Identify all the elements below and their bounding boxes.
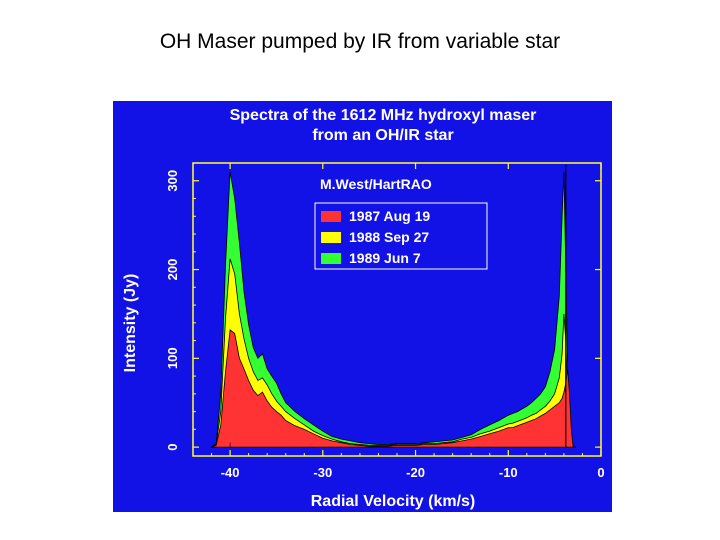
legend-swatch-1987 (321, 211, 341, 222)
legend-swatch-1988 (321, 232, 341, 243)
series-area-1987-aug-19 (210, 329, 577, 448)
chart-credit: M.West/HartRAO (320, 176, 432, 192)
x-tick-label: -40 (221, 465, 240, 480)
legend-label-1988: 1988 Sep 27 (349, 229, 429, 245)
x-tick-label: -30 (313, 465, 332, 480)
y-tick-label: 200 (165, 259, 180, 281)
legend-label-1987: 1987 Aug 19 (349, 208, 430, 224)
spike-lines (229, 164, 567, 448)
y-tick-label: 0 (165, 443, 180, 450)
legend: 1987 Aug 19 1988 Sep 27 1989 Jun 7 (314, 202, 488, 270)
y-tick-label: 300 (165, 170, 180, 192)
legend-box (314, 202, 488, 270)
maser-spectrum-chart: -40 -30 -20 -10 0 0 100 200 300 Spectra of the … (113, 101, 612, 512)
x-tick-label: 0 (597, 465, 604, 480)
y-tick-label: 100 (165, 347, 180, 369)
y-ticks: 0 100 200 300 (165, 170, 601, 451)
spectrum-areas (210, 171, 577, 448)
x-tick-label: -20 (406, 465, 425, 480)
x-axis-label: Radial Velocity (km/s) (311, 493, 476, 510)
y-axis-label: Intensity (Jy) (122, 274, 139, 373)
x-tick-label: -10 (499, 465, 518, 480)
slide-title: OH Maser pumped by IR from variable star (159, 30, 561, 53)
chart-title: Spectra of the 1612 MHz hydroxyl maser (230, 107, 537, 124)
legend-swatch-1989 (321, 253, 341, 264)
legend-label-1989: 1989 Jun 7 (349, 250, 421, 266)
chart-subtitle: from an OH/IR star (312, 127, 453, 144)
x-ticks: -40 -30 -20 -10 0 (192, 163, 605, 480)
chart-figure: -40 -30 -20 -10 0 0 100 200 300 Spectra of the … (113, 101, 612, 512)
